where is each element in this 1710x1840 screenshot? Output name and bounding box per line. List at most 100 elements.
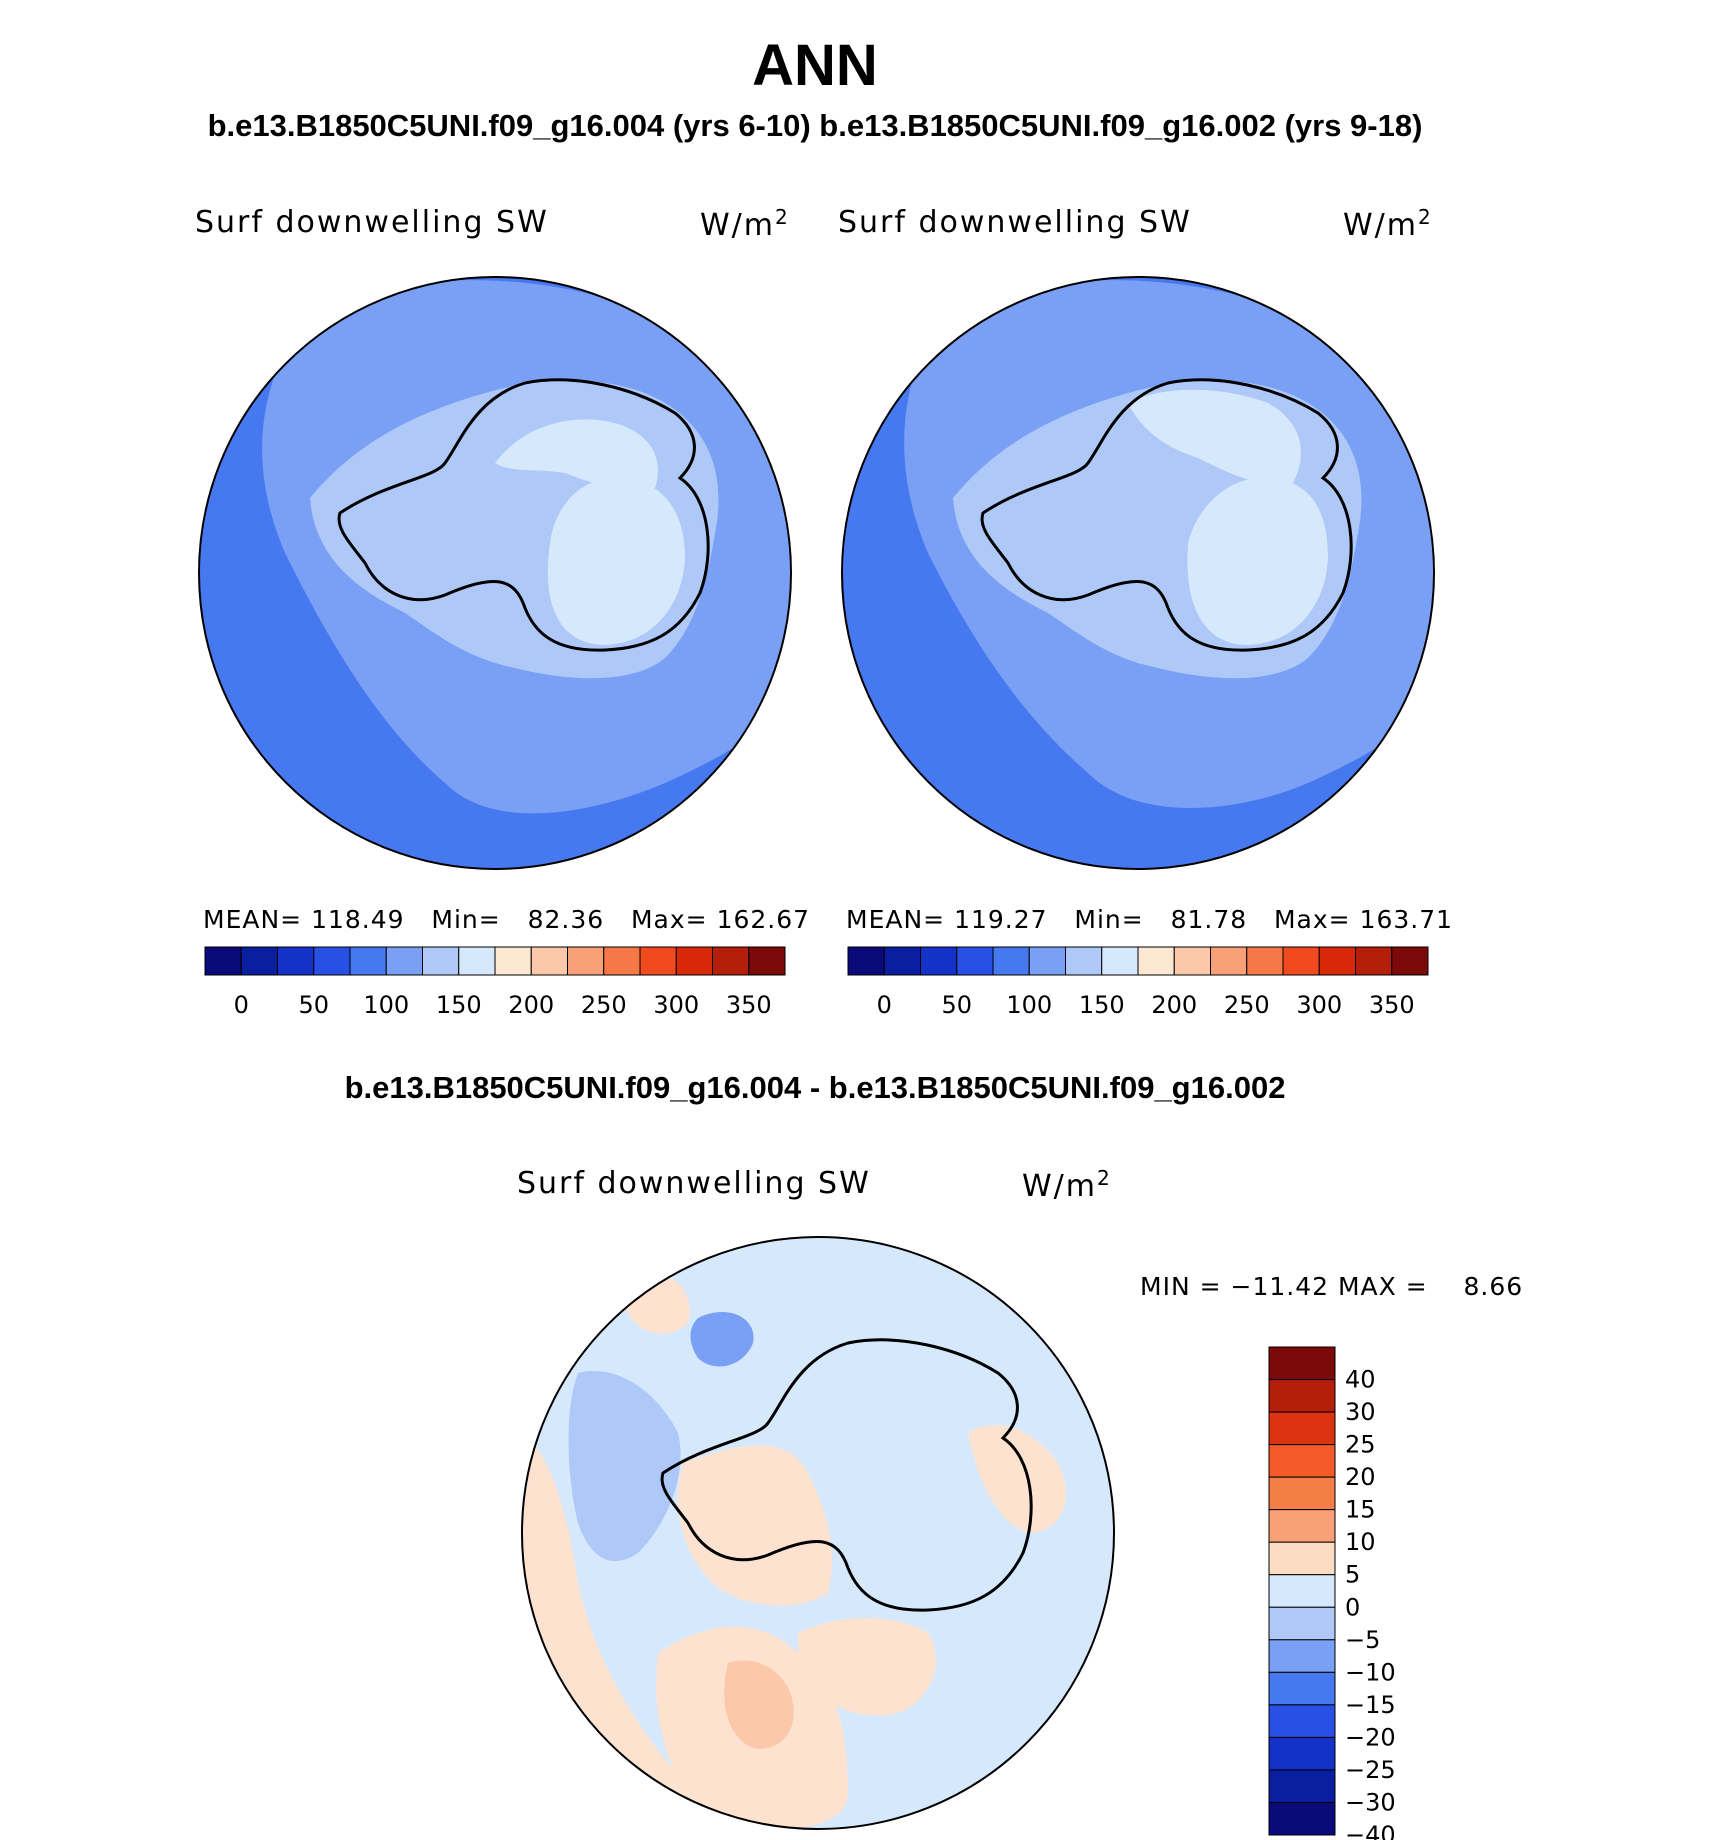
colorbar-tick-label: 200 [1151, 991, 1197, 1019]
colorbar-swatch [1268, 1509, 1336, 1543]
panel1-variable-label: Surf downwelling SW [195, 205, 549, 240]
colorbar-tick-label: −25 [1345, 1756, 1396, 1784]
colorbar-swatch [748, 946, 786, 976]
colorbar-swatch [240, 946, 278, 976]
panel2-colorbar: 0 50 100 150 200 250 300 350 [847, 946, 1429, 1019]
panel1-map [198, 276, 792, 870]
panel1-stats: MEAN= 118.49 Min= 82.36 Max= 162.67 [203, 905, 811, 934]
colorbar-tick-label: 250 [1224, 991, 1270, 1019]
colorbar-tick-label: 200 [508, 991, 554, 1019]
coastline [337, 378, 710, 652]
colorbar-tick-label: −15 [1345, 1691, 1396, 1719]
colorbar-swatch [1246, 946, 1284, 976]
colorbar-tick-label: 50 [298, 991, 329, 1019]
colorbar-swatch [675, 946, 713, 976]
colorbar-tick-label: −40 [1345, 1821, 1396, 1840]
colorbar-swatch [458, 946, 496, 976]
colorbar-tick-label: 350 [726, 991, 772, 1019]
map-border [521, 1236, 1115, 1830]
diff-units-label: W/m2 [1022, 1166, 1112, 1204]
colorbar-tick-label: 150 [436, 991, 482, 1019]
colorbar-tick-label: 50 [941, 991, 972, 1019]
panel1-colorbar: 0 50 100 150 200 250 300 350 [204, 946, 786, 1019]
colorbar-swatch [1355, 946, 1393, 976]
colorbar-swatch [956, 946, 994, 976]
colorbar-swatch [1268, 1671, 1336, 1706]
panel2-units-label: W/m2 [1343, 205, 1433, 243]
colorbar-tick-label: 30 [1345, 1398, 1376, 1426]
panel2-map [841, 276, 1435, 870]
colorbar-swatch [494, 946, 532, 976]
colorbar-swatch [639, 946, 677, 976]
colorbar-swatch [1268, 1801, 1336, 1836]
colorbar-swatch [277, 946, 315, 976]
colorbar-tick-label: −5 [1345, 1626, 1380, 1654]
colorbar-swatch [567, 946, 605, 976]
colorbar-swatch [712, 946, 750, 976]
colorbar-tick-label: 40 [1345, 1366, 1376, 1394]
difference-subtitle: b.e13.B1850C5UNI.f09_g16.004 - b.e13.B18… [344, 1070, 1286, 1105]
colorbar-swatch [349, 946, 387, 976]
colorbar-swatch [1268, 1704, 1336, 1738]
colorbar-tick-label: 300 [1296, 991, 1342, 1019]
colorbar-swatch [1268, 1606, 1336, 1641]
colorbar-tick-label: 0 [1345, 1593, 1360, 1621]
colorbar-swatch [1210, 946, 1248, 976]
diff-warm-region-ne [968, 1424, 1067, 1533]
colorbar-tick-label: 0 [877, 991, 892, 1019]
colorbar-swatch [1173, 946, 1211, 976]
colorbar-tick-label: 20 [1345, 1463, 1376, 1491]
colorbar-swatch [1268, 1379, 1336, 1413]
colorbar-swatch [1065, 946, 1103, 976]
colorbar-swatch [883, 946, 921, 976]
colorbar-tick-label: −10 [1345, 1658, 1396, 1686]
colorbar-tick-label: 25 [1345, 1431, 1376, 1459]
diff-min-max: MIN = −11.42 MAX = 8.66 [1140, 1272, 1524, 1301]
colorbar-swatch [920, 946, 958, 976]
diff-cool2-region [690, 1312, 754, 1367]
diff-variable-label: Surf downwelling SW [517, 1166, 871, 1201]
plateau-high-2 [1187, 477, 1328, 645]
plateau-high-1 [1128, 389, 1301, 484]
colorbar-swatch [1268, 1444, 1336, 1478]
colorbar-swatch [422, 946, 460, 976]
panel1-units-label: W/m2 [700, 205, 790, 243]
colorbar-swatch [1268, 1736, 1336, 1771]
diff-warm-region-west [522, 1433, 868, 1829]
colorbar-tick-label: −30 [1345, 1788, 1396, 1816]
colorbar-swatch [1137, 946, 1175, 976]
coastline [980, 378, 1353, 652]
colorbar-tick-label: 250 [581, 991, 627, 1019]
colorbar-swatch [1268, 1541, 1336, 1576]
colorbar-swatch [1282, 946, 1320, 976]
colorbar-tick-label: 350 [1369, 991, 1415, 1019]
colorbar-swatch [1268, 1346, 1336, 1381]
colorbar-swatch [992, 946, 1030, 976]
figure-title: ANN [752, 33, 878, 98]
colorbar-tick-label: 150 [1079, 991, 1125, 1019]
colorbar-swatch [847, 946, 885, 976]
diff-warm2-region [724, 1660, 794, 1749]
panel2-variable-label: Surf downwelling SW [838, 205, 1192, 240]
top-subtitle: b.e13.B1850C5UNI.f09_g16.004 (yrs 6-10) … [207, 108, 1423, 143]
colorbar-swatch [1268, 1639, 1336, 1673]
plateau-high-2 [547, 477, 685, 645]
colorbar-tick-label: 300 [653, 991, 699, 1019]
colorbar-swatch [1028, 946, 1066, 976]
colorbar-tick-label: 100 [1006, 991, 1052, 1019]
difference-colorbar: 40 30 25 20 15 10 5 0 −5 −10 −15 −20 −25 −30 −40 [1268, 1346, 1396, 1840]
colorbar-swatch [1101, 946, 1139, 976]
colorbar-swatch [385, 946, 423, 976]
map-border [841, 276, 1435, 870]
plateau-high-1 [495, 419, 659, 490]
colorbar-swatch [1391, 946, 1429, 976]
difference-map [521, 1236, 1115, 1830]
colorbar-swatch [1268, 1411, 1336, 1446]
diff-warm-region-east [798, 1618, 937, 1716]
colorbar-tick-label: 0 [234, 991, 249, 1019]
colorbar-swatch [1268, 1769, 1336, 1803]
diff-warm-region-continent [677, 1445, 832, 1606]
colorbar-swatch [1318, 946, 1356, 976]
colorbar-tick-label: −20 [1345, 1723, 1396, 1751]
colorbar-swatch [603, 946, 641, 976]
